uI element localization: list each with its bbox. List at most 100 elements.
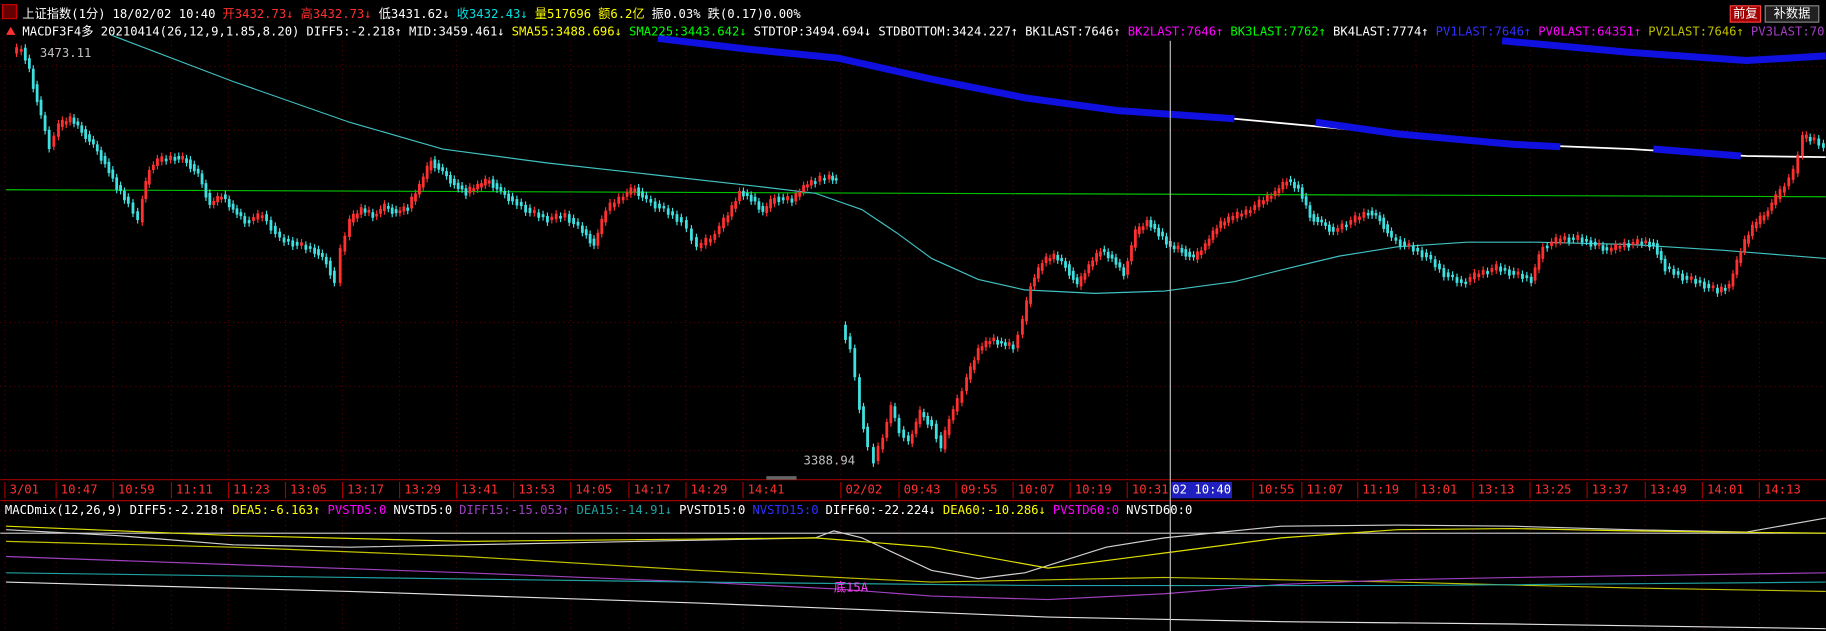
candle bbox=[1425, 252, 1428, 258]
candle bbox=[881, 437, 885, 450]
candle bbox=[338, 247, 342, 283]
candle bbox=[1244, 209, 1248, 215]
candle bbox=[749, 194, 753, 202]
candle bbox=[1188, 251, 1192, 257]
candle bbox=[576, 221, 580, 226]
candle bbox=[95, 144, 99, 152]
candle bbox=[1269, 195, 1273, 199]
candle bbox=[1312, 214, 1316, 222]
time-label: 14:41 bbox=[748, 483, 785, 497]
candle bbox=[625, 192, 629, 197]
segment: 额6.2亿 bbox=[598, 5, 645, 20]
candle bbox=[658, 203, 661, 209]
time-label: 13:25 bbox=[1535, 483, 1572, 497]
button[interactable] bbox=[1729, 5, 1762, 23]
candle bbox=[375, 213, 379, 217]
time-label: 13:41 bbox=[461, 483, 498, 497]
candle bbox=[1064, 261, 1067, 268]
candle bbox=[649, 199, 653, 203]
candle bbox=[282, 237, 286, 243]
candle bbox=[111, 169, 115, 179]
close-icon[interactable] bbox=[2, 4, 18, 20]
candle bbox=[1176, 245, 1180, 250]
candle bbox=[827, 174, 831, 180]
candle bbox=[355, 213, 359, 219]
candle bbox=[1016, 334, 1020, 349]
candle bbox=[1370, 210, 1374, 216]
candle bbox=[765, 206, 769, 214]
candle bbox=[872, 447, 875, 464]
segment: NVSTD15:0 bbox=[752, 502, 818, 516]
candle bbox=[189, 159, 192, 169]
candle bbox=[1477, 273, 1481, 278]
candle bbox=[1681, 273, 1684, 281]
candle bbox=[103, 156, 107, 165]
candle bbox=[452, 178, 456, 186]
candle bbox=[151, 164, 155, 170]
candle bbox=[1554, 237, 1558, 244]
candle bbox=[1145, 220, 1149, 227]
candle bbox=[295, 241, 299, 246]
time-label: 13:49 bbox=[1650, 483, 1687, 497]
candle bbox=[1585, 238, 1588, 242]
segment: NVSTD60:0 bbox=[1126, 502, 1192, 516]
candle bbox=[136, 211, 140, 221]
pv-band bbox=[1501, 37, 1826, 65]
candle bbox=[918, 409, 922, 425]
candle bbox=[1716, 287, 1719, 294]
candle bbox=[456, 182, 460, 189]
time-label: 13:05 bbox=[290, 483, 327, 497]
candle bbox=[511, 196, 514, 202]
candle bbox=[1597, 242, 1601, 246]
candle bbox=[464, 188, 468, 196]
button-label[interactable]: 前复 bbox=[1733, 5, 1757, 20]
pv-band bbox=[657, 34, 1235, 123]
candle bbox=[679, 217, 683, 223]
candle bbox=[947, 419, 951, 435]
candle bbox=[371, 212, 375, 218]
candle bbox=[1007, 342, 1011, 346]
candle bbox=[1378, 215, 1382, 222]
candle bbox=[1328, 224, 1331, 232]
candle bbox=[1231, 215, 1235, 221]
candle bbox=[1257, 199, 1261, 208]
candle bbox=[761, 206, 765, 212]
candle bbox=[123, 190, 126, 201]
candle bbox=[328, 260, 332, 276]
splitter[interactable] bbox=[766, 476, 797, 480]
candle bbox=[1636, 239, 1639, 245]
candle bbox=[223, 194, 227, 200]
candle bbox=[1550, 241, 1553, 246]
candle bbox=[23, 47, 27, 61]
candle bbox=[699, 242, 703, 248]
candle bbox=[1676, 271, 1680, 275]
candle bbox=[930, 419, 934, 427]
candle bbox=[1133, 229, 1137, 248]
time-label: 09:43 bbox=[904, 483, 941, 497]
candle bbox=[1000, 341, 1003, 344]
candle bbox=[1766, 210, 1770, 217]
time-label: 09:55 bbox=[961, 483, 998, 497]
button[interactable] bbox=[1764, 5, 1820, 23]
grid bbox=[0, 40, 1826, 631]
current-time-box bbox=[1171, 481, 1232, 499]
candles bbox=[15, 43, 1825, 467]
candle bbox=[1640, 241, 1644, 245]
candle bbox=[831, 175, 835, 181]
candle bbox=[119, 185, 122, 191]
candle bbox=[1021, 318, 1024, 335]
candle bbox=[1407, 243, 1411, 246]
candle bbox=[156, 158, 159, 166]
candle bbox=[1390, 230, 1393, 238]
candle bbox=[1571, 237, 1575, 240]
candle bbox=[1525, 275, 1529, 278]
candle bbox=[1778, 189, 1782, 200]
candle bbox=[265, 214, 268, 222]
button-label[interactable]: 补数据 bbox=[1774, 5, 1811, 20]
candle bbox=[1353, 215, 1357, 223]
candle bbox=[324, 256, 328, 265]
candle bbox=[588, 234, 592, 244]
candle bbox=[976, 348, 980, 361]
segment: BK1LAST:7646↑ bbox=[1025, 24, 1121, 38]
candle bbox=[1486, 270, 1489, 275]
